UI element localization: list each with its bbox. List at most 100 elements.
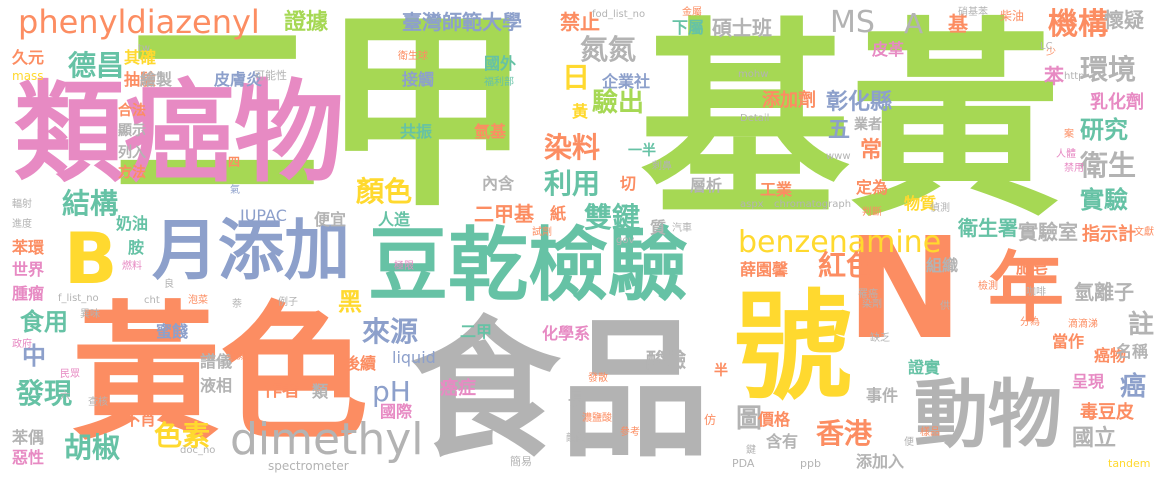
cloud-word-jiechu: 接觸 — [402, 70, 435, 89]
cloud-word-xiaojiben: 硝基苯 — [958, 7, 988, 18]
cloud-word-jiuyuan: 久元 — [12, 48, 45, 67]
cloud-word-guoji: 國際 — [380, 402, 413, 421]
cloud-word-http: http — [1064, 71, 1085, 82]
cloud-word-chahe: 查核 — [88, 397, 108, 408]
cloud-word-douganjianyan: 豆乾檢驗 — [368, 219, 688, 312]
cloud-word-qie: 切 — [620, 174, 637, 193]
cloud-word-quedian: 缺乏 — [870, 333, 890, 344]
cloud-word-renzao: 人造 — [378, 210, 411, 229]
cloud-word-jinshu: 金屬 — [682, 7, 702, 18]
cloud-word-pianyi: 便宜 — [314, 210, 347, 229]
cloud-word-wenxian: 文獻 — [1134, 227, 1154, 238]
cloud-word-paocai: 泡菜 — [188, 295, 208, 306]
cloud-word-faxian: 發現 — [16, 377, 73, 410]
cloud-word-gongzhen: 共振 — [400, 122, 433, 141]
cloud-word-b: B — [64, 218, 118, 300]
cloud-word-cht: cht — [144, 295, 160, 306]
cloud-word-zhi2: 質 — [650, 218, 667, 237]
cloud-word-jiegou: 結構 — [62, 187, 119, 220]
cloud-word-lc: LC — [1040, 41, 1053, 52]
cloud-word-jianyi: 簡易 — [510, 455, 532, 468]
cloud-word-ranliao: 染料 — [544, 131, 601, 164]
cloud-word-fangfa: 方法 — [118, 165, 146, 181]
cloud-word-ppb: ppb — [800, 457, 821, 470]
cloud-word-yuetianjia: 月添加 — [152, 212, 350, 289]
cloud-word-zhongliu: 腫瘤 — [12, 284, 45, 303]
cloud-word-doc-no: doc_no — [180, 445, 216, 456]
cloud-word-shiji: 試劑 — [532, 227, 552, 238]
cloud-word-shijie: 世界 — [12, 260, 45, 279]
cloud-word-yezhe: 業者 — [854, 117, 882, 133]
cloud-word-chaiyou: 柴油 — [1000, 9, 1025, 23]
cloud-word-zhibiaoji: 指示計 — [1082, 224, 1136, 245]
cloud-word-chromatograph: chromatograph — [774, 199, 852, 210]
cloud-word-xiashu: 下屬 — [672, 18, 705, 37]
cloud-word-houxu: 後續 — [344, 354, 377, 373]
cloud-word-fulibu: 福利部 — [484, 77, 514, 88]
cloud-word-pei: 萘 — [232, 299, 242, 310]
cloud-word-dingwei: 定為 — [856, 178, 889, 197]
cloud-word-huaiyi: 懷疑 — [1104, 8, 1144, 32]
cloud-word-benhuan: 苯環 — [12, 238, 45, 257]
cloud-word-dimethyl: dimethyl — [230, 414, 424, 465]
cloud-word-tu: 圖 — [736, 404, 763, 434]
cloud-word-tandem: tandem — [1108, 457, 1151, 470]
cloud-word-shiyanshi: 實驗室 — [1018, 220, 1078, 244]
cloud-word-aiwu2: 癌物 — [1094, 346, 1127, 365]
cloud-word-zhengshi: 證實 — [908, 358, 941, 377]
cloud-word-qiyeshe: 企業社 — [602, 72, 651, 91]
cloud-word-suanjian: 酸鹼 — [646, 348, 686, 372]
cloud-word-zhengfu: 政府 — [12, 339, 32, 350]
cloud-word-liquid: liquid — [392, 348, 436, 367]
cloud-word-wuzhi: 物質 — [904, 194, 937, 213]
cloud-word-zhence: 偵測 — [930, 203, 950, 214]
cloud-word-nian: 年 — [988, 243, 1064, 332]
cloud-word-qiji: 氫基 — [474, 122, 507, 141]
cloud-word-shouji: 手機 — [226, 351, 246, 362]
cloud-word-shiyan: 實驗 — [1080, 186, 1128, 214]
cloud-word-cankao: 參考 — [620, 427, 640, 438]
cloud-word-fang: 仿 — [704, 413, 717, 427]
cloud-word-hongse: 紅色 — [818, 249, 875, 282]
cloud-word-pda: PDA — [732, 457, 755, 470]
cloud-word-dididi: 滴滴涕 — [1068, 319, 1098, 330]
cloud-word-chouyan: 抽驗 — [124, 70, 157, 89]
cloud-word-benzenamine: benzenamine — [738, 225, 942, 260]
cloud-word-cengxi: 層析 — [690, 176, 723, 195]
cloud-word-an: 胺 — [128, 238, 145, 257]
cloud-word-ranji: 染劑 — [862, 299, 882, 310]
cloud-word-pige: 皮革 — [872, 40, 905, 59]
cloud-word-exing: 惡性 — [12, 448, 45, 467]
cloud-word-sesu: 色素 — [154, 419, 211, 452]
cloud-word-yexiang: 液相 — [200, 376, 233, 395]
cloud-word-gong: 供 — [940, 301, 950, 312]
cloud-word-danda: 氮氮 — [580, 33, 637, 66]
cloud-word-ji: 基 — [948, 12, 968, 36]
cloud-word-zhangpu: 彰化縣 — [826, 90, 893, 115]
cloud-word-zhong: 中 — [22, 342, 46, 370]
cloud-word-panduan: 判斷 — [862, 207, 882, 218]
cloud-word-miqian: 蜜餞 — [156, 322, 189, 341]
cloud-word-renti: 人體 — [1056, 149, 1076, 160]
cloud-word-lieru: 列入 — [118, 145, 146, 161]
cloud-word-ms: MS — [830, 5, 875, 40]
cloud-word-guoli: 國立 — [1072, 426, 1117, 451]
cloud-word-jian: 鍵 — [746, 445, 756, 456]
cloud-word-aizheng: 癌症 — [440, 378, 476, 399]
cloud-word-gov: gov — [616, 235, 635, 246]
cloud-word-xueyuanxin: 薛園馨 — [740, 260, 789, 279]
cloud-word-weisheng: 衛生 — [1080, 149, 1137, 182]
cloud-word-zhi: 紙 — [550, 204, 567, 223]
cloud-word-laiyuan: 來源 — [362, 315, 419, 348]
cloud-word-jindu: 進度 — [12, 219, 32, 230]
cloud-word-chengxian: 呈現 — [1072, 372, 1105, 391]
cloud-word-kenengxing: 可能性 — [254, 69, 287, 82]
cloud-word-qilizi: 氫離子 — [1074, 280, 1134, 304]
cloud-word-yiwei: 異味 — [80, 309, 100, 320]
cloud-word-naiyou: 奶油 — [116, 214, 149, 233]
cloud-word-weishengju: 衛生球 — [398, 51, 428, 62]
cloud-word-liang: 良 — [164, 279, 174, 290]
cloud-word-shuoshiban: 碩士班 — [712, 16, 772, 40]
cloud-word-fenwei: 分為 — [1020, 317, 1040, 328]
cloud-word-tianjiaji: 添加劑 — [762, 90, 816, 111]
